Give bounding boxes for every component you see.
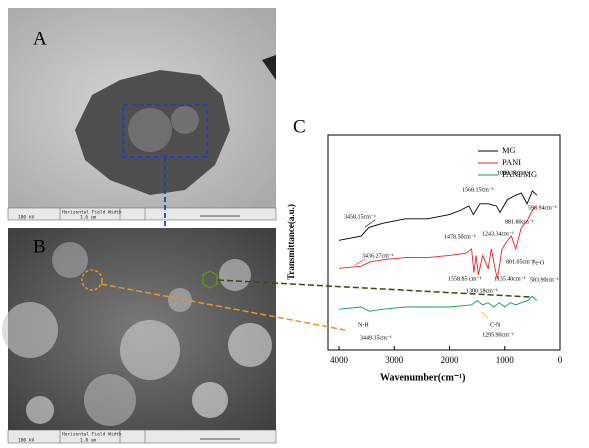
annotation: 801.05cm⁻¹: [506, 259, 535, 265]
annotation: 3458.15cm⁻¹: [344, 214, 376, 220]
plot-frame: [327, 134, 561, 351]
info-text: Horizontal Field Width: [62, 210, 122, 216]
annotation: 1135.40cm⁻¹: [494, 276, 526, 282]
annotation: N-H: [358, 322, 369, 328]
annotation: 1088.13cm⁻¹: [497, 170, 529, 176]
info-bar-a: 100 kV Horizontal Field Width 1.6 um: [7, 207, 277, 221]
annotation: C-N: [490, 322, 501, 328]
info-text: 1.6 um: [80, 215, 97, 221]
annotation: 596.94cm⁻¹: [528, 205, 557, 211]
panel-label: A: [33, 28, 47, 49]
spectrum-line: [339, 295, 538, 312]
info-bar-b: 100 kV Horizontal Field Width 1.8 um: [7, 429, 277, 444]
annotation: 3449.35cm⁻¹: [360, 335, 392, 341]
annotations: 3458.15cm⁻¹ 1568.15cm⁻¹ 1088.13cm⁻¹ 596.…: [344, 170, 559, 341]
annotation: 1300.18cm⁻¹: [466, 288, 498, 294]
annotation: Fe-O: [532, 260, 545, 266]
annotation: 583.90cm⁻¹: [530, 277, 559, 283]
connector: [100, 283, 346, 331]
tem-image-a: [8, 8, 276, 208]
info-text: 100 kV: [18, 438, 35, 444]
legend-label: MG: [502, 145, 516, 155]
y-axis-label: Transmittance(a.u.): [286, 204, 296, 280]
legend-label: PANI/MG: [502, 169, 537, 179]
panel-label: B: [33, 236, 46, 257]
x-axis-label: Wavenumber(cm⁻¹): [380, 372, 465, 383]
annotation: 1558.85 cm⁻¹: [448, 276, 481, 282]
spectrum-line: [338, 190, 538, 241]
panel-label: C: [293, 116, 306, 137]
info-text: 100 kV: [18, 215, 35, 221]
annotation: 881.80cm⁻¹: [505, 219, 534, 225]
x-tick-label: 2000: [441, 355, 460, 365]
x-tick-label: 4000: [330, 355, 349, 365]
connector: [217, 279, 531, 298]
x-tick-label: 1000: [496, 355, 515, 365]
x-tick-label: 0: [558, 355, 563, 365]
annotation: 3436.27cm⁻¹: [362, 253, 394, 259]
annotation: 1568.15cm⁻¹: [462, 187, 494, 193]
legend-label: PANI: [502, 157, 521, 167]
tem-image-b: [2, 228, 276, 430]
annotation: 1295.90cm⁻¹: [482, 332, 514, 338]
x-tick-label: 3000: [385, 355, 404, 365]
spectrum-line: [339, 205, 538, 280]
info-text: Horizontal Field Width: [62, 432, 122, 438]
info-text: 1.8 um: [80, 438, 97, 444]
annotation: 1243.34cm⁻¹: [482, 231, 514, 237]
annotation: 1478.50cm⁻¹: [444, 234, 476, 240]
